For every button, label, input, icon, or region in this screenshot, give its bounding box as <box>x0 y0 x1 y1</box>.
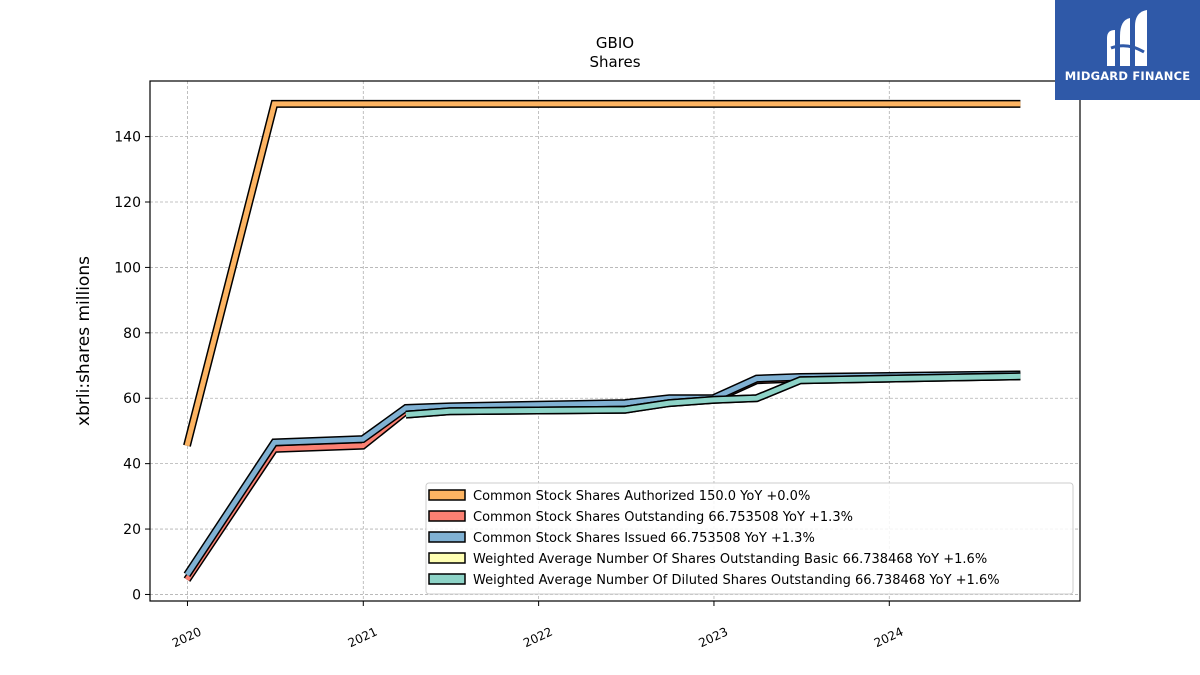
legend-box <box>425 482 1074 595</box>
legend-label: Common Stock Shares Issued 66.753508 YoY… <box>473 531 815 546</box>
y-axis-label: xbrli:shares millions <box>74 256 94 426</box>
y-tick-label: 60 <box>123 391 141 407</box>
series-stroke <box>184 101 1021 447</box>
y-tick-label: 120 <box>114 195 141 211</box>
legend-entry: Common Stock Shares Authorized 150.0 YoY… <box>428 489 810 504</box>
y-tick-label: 20 <box>123 522 141 538</box>
y-axis-ticks: 0 20 40 60 80 100 120 140 <box>114 130 150 603</box>
series-4-line <box>405 372 1021 419</box>
series-0-line <box>183 99 1021 447</box>
legend: Common Stock Shares Authorized 150.0 YoY… <box>425 482 1074 595</box>
y-tick-label: 80 <box>123 326 141 342</box>
chart-title: GBIO <box>596 34 634 52</box>
legend-entry: Weighted Average Number Of Diluted Share… <box>428 573 1000 588</box>
x-axis-ticks: 2020 2021 2022 2023 2024 <box>170 601 905 650</box>
logo-text: MIDGARD FINANCE <box>1064 69 1191 83</box>
legend-swatch <box>428 531 466 543</box>
x-tick-label: 2021 <box>346 625 380 651</box>
x-tick-label: 2022 <box>521 625 555 651</box>
legend-entry: Common Stock Shares Outstanding 66.75350… <box>428 510 853 525</box>
y-tick-label: 40 <box>123 457 141 473</box>
y-tick-label: 0 <box>132 587 141 603</box>
legend-label: Weighted Average Number Of Diluted Share… <box>473 573 1000 588</box>
x-tick-label: 2020 <box>170 625 204 651</box>
chart-subtitle: Shares <box>589 53 640 71</box>
legend-label: Common Stock Shares Outstanding 66.75350… <box>473 510 853 525</box>
legend-swatch <box>428 552 466 564</box>
series-outline <box>183 99 1021 447</box>
y-tick-label: 140 <box>114 130 141 146</box>
x-tick-label: 2024 <box>872 625 906 651</box>
legend-entry: Weighted Average Number Of Shares Outsta… <box>428 552 987 567</box>
series-layer <box>183 99 1021 582</box>
legend-entry: Common Stock Shares Issued 66.753508 YoY… <box>428 531 815 546</box>
y-tick-label: 100 <box>114 260 141 276</box>
grid-lines <box>150 81 1080 601</box>
plot-frame <box>149 80 1081 602</box>
legend-label: Weighted Average Number Of Shares Outsta… <box>473 552 987 567</box>
legend-label: Common Stock Shares Authorized 150.0 YoY… <box>473 489 810 504</box>
series-2-line <box>183 370 1021 578</box>
legend-swatch <box>428 573 466 585</box>
x-tick-label: 2023 <box>696 625 730 651</box>
legend-swatch <box>428 489 466 501</box>
series-stroke <box>184 372 1021 577</box>
logo-mark-icon <box>1107 10 1147 66</box>
legend-swatch <box>428 510 466 522</box>
midgard-finance-logo: MIDGARD FINANCE <box>1055 0 1200 100</box>
series-stroke <box>405 373 1021 418</box>
